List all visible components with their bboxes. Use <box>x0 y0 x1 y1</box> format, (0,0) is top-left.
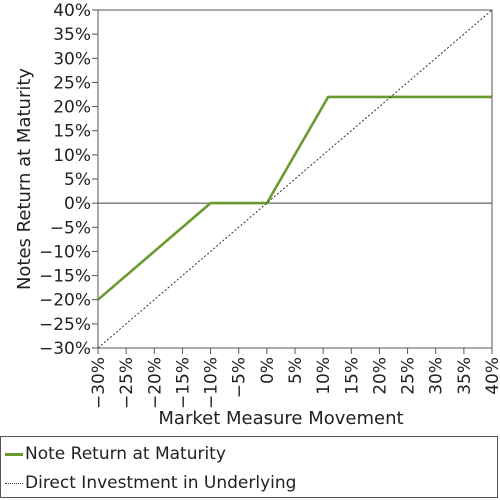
y-tick-label: 10% <box>53 146 91 166</box>
chart-legend: Note Return at Maturity Direct Investmen… <box>0 436 498 498</box>
x-tick-label: 20% <box>370 357 390 395</box>
x-tick-label: 25% <box>399 357 419 395</box>
y-tick-label: 5% <box>64 170 91 190</box>
y-axis-ticks: 40% 35% 30% 25% 20% 15% 10% 5% 0% −5% −10% −15% −20%… <box>39 1 98 359</box>
legend-label: Note Return at Maturity <box>25 444 226 464</box>
y-tick-label: 0% <box>64 194 91 214</box>
legend-label: Direct Investment in Underlying <box>25 473 297 493</box>
y-tick-label: 40% <box>53 1 91 21</box>
x-axis-label: Market Measure Movement <box>158 408 403 429</box>
y-tick-label: 25% <box>53 73 91 93</box>
x-tick-label: −15% <box>173 357 193 409</box>
y-tick-label: 35% <box>53 25 91 45</box>
x-tick-label: −10% <box>202 357 222 409</box>
x-tick-label: 10% <box>314 357 334 395</box>
plot-area-frame <box>97 9 493 349</box>
x-tick-label: −5% <box>230 357 250 398</box>
y-tick-label: −15% <box>39 267 91 287</box>
y-tick-label: −5% <box>50 218 91 238</box>
x-tick-label: 0% <box>258 357 278 384</box>
x-tick-label: −20% <box>145 357 165 409</box>
y-tick-label: 15% <box>53 122 91 142</box>
x-tick-label: 40% <box>483 357 500 395</box>
series-layer <box>97 9 493 349</box>
x-tick-label: −30% <box>89 357 109 409</box>
legend-swatch-dotted <box>5 482 23 484</box>
x-tick-label: 5% <box>286 357 306 384</box>
legend-swatch-solid <box>5 452 23 456</box>
y-tick-label: −25% <box>39 315 91 335</box>
series-line-note-return <box>97 95 492 301</box>
x-tick-label: 35% <box>455 357 475 395</box>
y-tick-label: 30% <box>53 49 91 69</box>
series-line-direct-investment <box>97 9 493 349</box>
y-tick-label: −20% <box>39 291 91 311</box>
legend-item-note-return: Note Return at Maturity <box>5 442 226 466</box>
x-axis-ticks: −30% −25% −20% −15% −10% −5% 0% 5% 10% 15% 20% 25% 3… <box>89 348 500 409</box>
y-tick-label: 20% <box>53 98 91 118</box>
x-tick-label: 15% <box>342 357 362 395</box>
y-tick-label: −10% <box>39 242 91 262</box>
legend-item-direct-investment: Direct Investment in Underlying <box>5 471 296 495</box>
y-axis-label: Notes Return at Maturity <box>14 68 35 290</box>
x-tick-label: −25% <box>117 357 137 409</box>
y-tick-label: −30% <box>39 339 91 359</box>
x-tick-label: 30% <box>427 357 447 395</box>
